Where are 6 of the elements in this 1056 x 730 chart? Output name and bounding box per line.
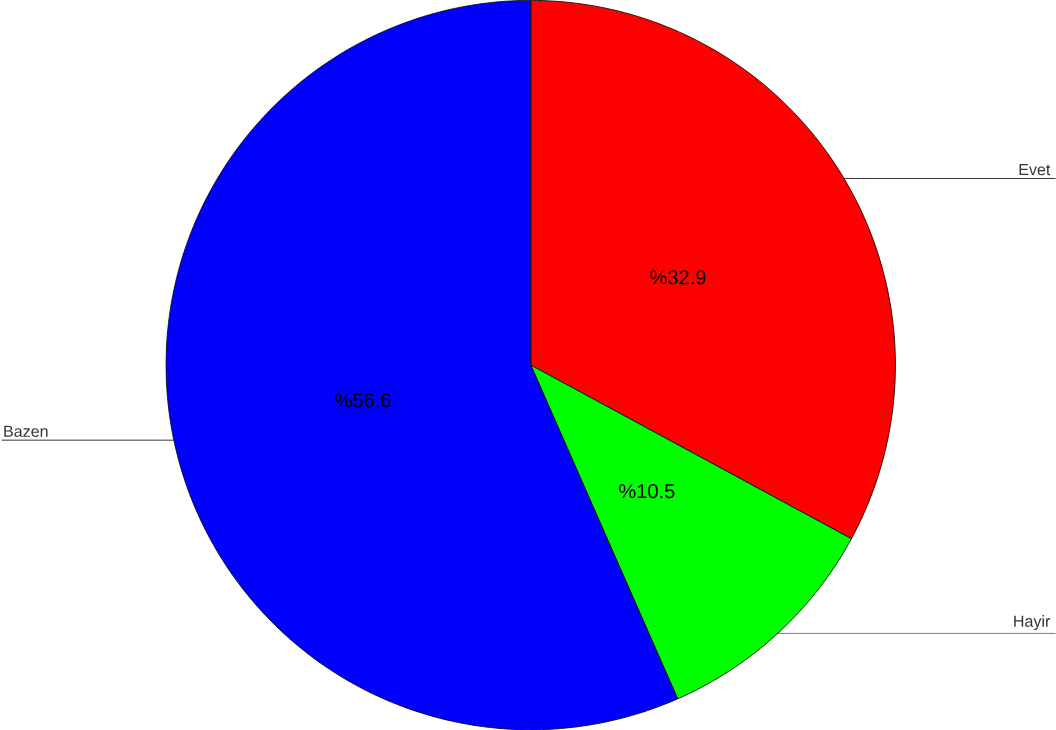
slice-label: Bazen [4,425,48,437]
slice-label: Hayir [1014,615,1051,630]
data-label: %10.5 [619,483,675,499]
slice-label: Evet [1019,163,1051,176]
data-label: %32.9 [650,270,706,285]
data-label: %56.6 [335,393,391,408]
